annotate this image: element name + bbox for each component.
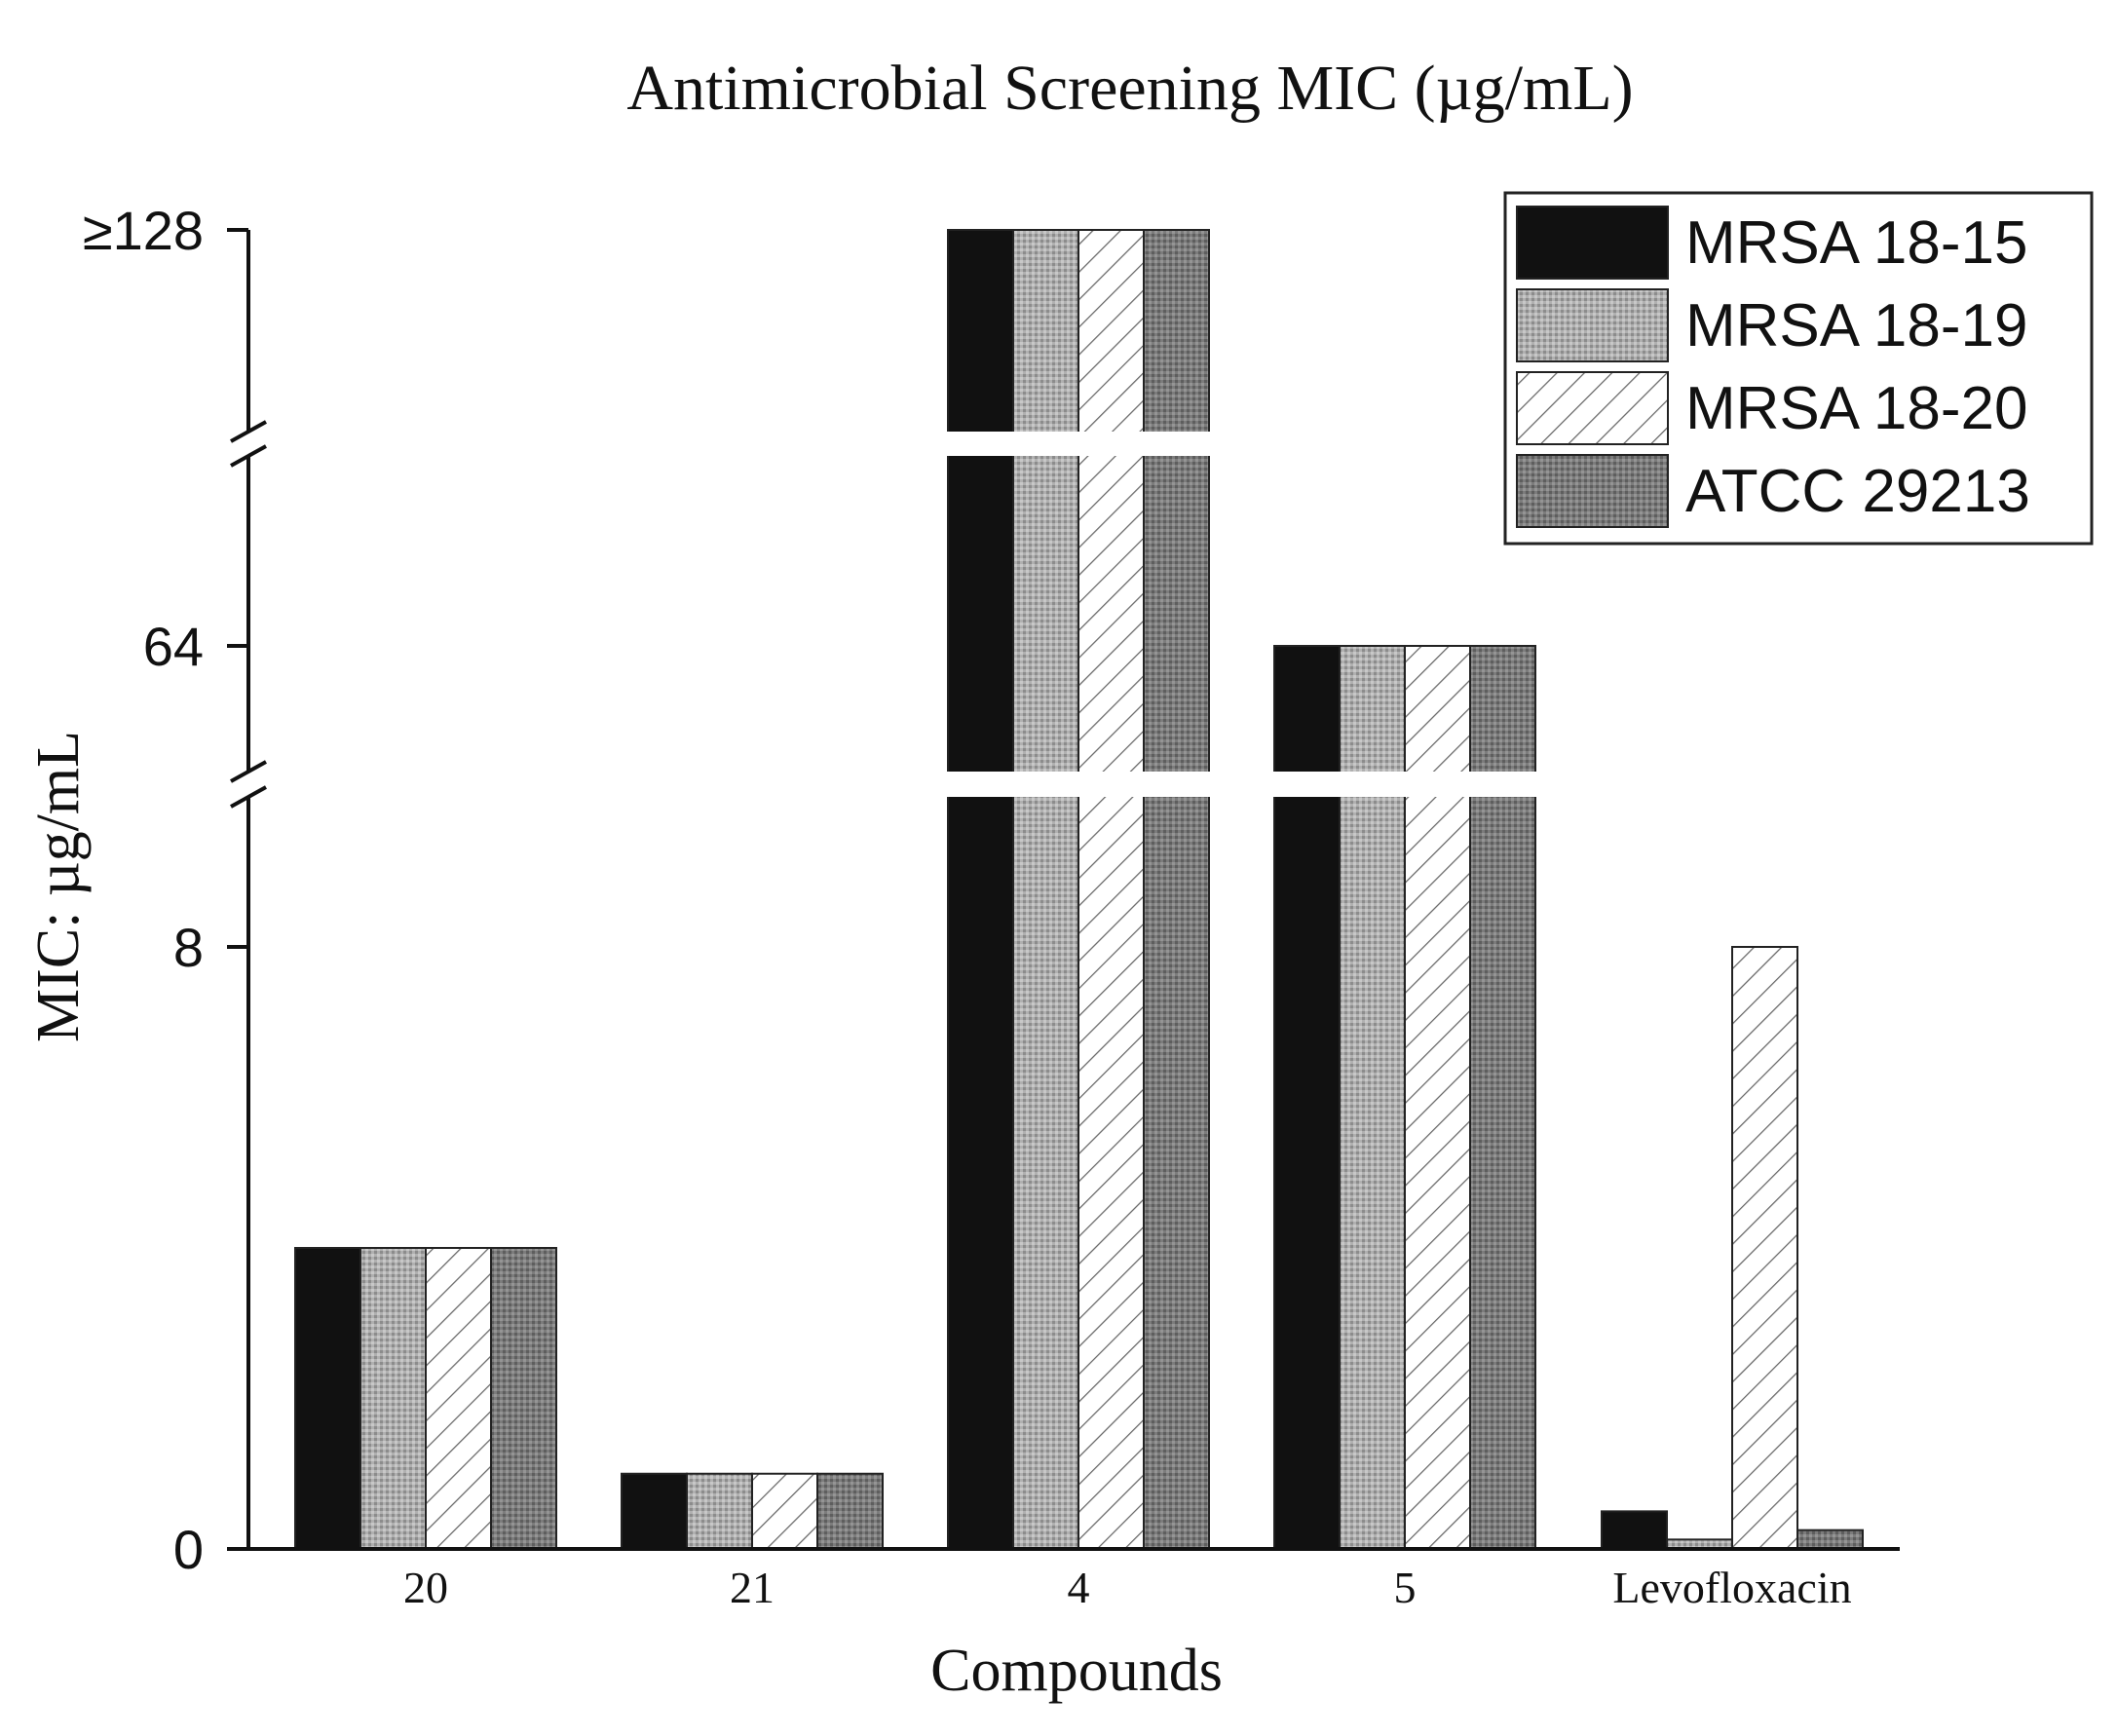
y-tick-label: 64 [143,616,204,677]
legend-label-atcc-29213: ATCC 29213 [1685,458,2030,525]
bar-20-mrsa-18-20 [425,1247,492,1550]
bar-4-atcc-29213 [1143,229,1210,1550]
x-tick-label: 21 [730,1563,775,1612]
bar-4-mrsa-18-15 [947,229,1014,1550]
bar-levofloxacin-mrsa-18-20 [1731,946,1798,1550]
bar-levofloxacin-mrsa-18-15 [1601,1510,1668,1550]
bar-20-mrsa-18-19 [359,1247,427,1550]
bar-21-mrsa-18-15 [621,1472,688,1550]
bar-20-mrsa-18-15 [294,1247,361,1550]
axes-group [230,230,1900,1551]
chart-title: Antimicrobial Screening MIC (µg/mL) [626,53,1633,124]
x-tick-label: 4 [1068,1563,1090,1612]
x-tick-labels-group: 20 21 4 5 Levofloxacin [403,1563,1852,1612]
legend-swatch-atcc-29213 [1516,454,1669,528]
y-axis-label: MIC: µg/mL [25,731,92,1042]
legend-label-mrsa-18-20: MRSA 18-20 [1685,375,2028,442]
legend-swatch-mrsa-18-20 [1516,371,1669,445]
bar-levofloxacin-atcc-29213 [1796,1528,1864,1550]
y-tick-label: 0 [173,1519,204,1580]
bar-21-mrsa-18-19 [686,1472,753,1550]
y-ticks-group: 0 8 64 ≥128 [83,200,248,1580]
x-axis-label: Compounds [930,1638,1223,1704]
bar-4-mrsa-18-20 [1077,229,1145,1550]
legend-label-mrsa-18-15: MRSA 18-15 [1685,209,2028,277]
bars-group [255,229,1900,1550]
x-tick-label: Levofloxacin [1612,1563,1851,1612]
axis-break-mark [230,444,267,468]
legend-swatch-mrsa-18-19 [1516,288,1669,362]
bar-20-atcc-29213 [490,1247,557,1550]
axis-break-mark [230,420,267,443]
y-tick-label: ≥128 [83,200,204,261]
x-tick-label: 5 [1394,1563,1417,1612]
axis-break-mark [230,785,267,809]
legend-swatch-mrsa-18-15 [1516,206,1669,280]
bar-21-atcc-29213 [816,1472,884,1550]
legend-label-mrsa-18-19: MRSA 18-19 [1685,292,2028,359]
bar-4-mrsa-18-19 [1012,229,1079,1550]
legend: MRSA 18-15 MRSA 18-19 MRSA 18-20 ATCC 29213 [1503,191,2094,546]
y-tick-label: 8 [173,917,204,978]
x-tick-label: 20 [403,1563,448,1612]
legend-items: MRSA 18-15 MRSA 18-19 MRSA 18-20 ATCC 29213 [1516,206,2030,528]
axis-break-band-1 [255,772,1900,797]
bar-21-mrsa-18-20 [751,1472,818,1550]
axis-break-mark [230,760,267,783]
